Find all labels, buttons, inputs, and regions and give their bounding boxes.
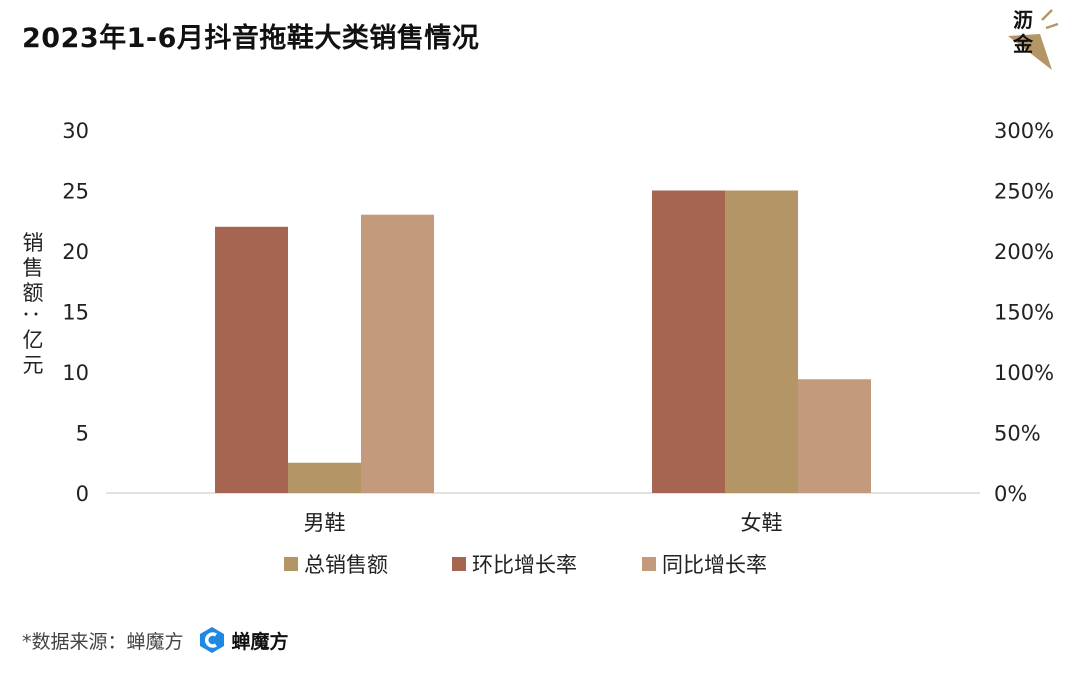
y-tick-label: 0: [76, 482, 89, 506]
y-axis-label: ：: [20, 309, 44, 329]
y2-tick-label: 150%: [994, 301, 1054, 325]
legend-swatch: [284, 557, 298, 571]
y-axis-label: 亿: [23, 328, 44, 352]
data-source: *数据来源：蝉魔方 蝉魔方: [22, 626, 289, 654]
bar: [361, 214, 434, 493]
lijin-logo: 沥金: [1008, 8, 1059, 70]
legend-label: 环比增长率: [472, 553, 577, 577]
x-tick-label: 女鞋: [741, 511, 783, 535]
brand-name: 蝉魔方: [231, 630, 289, 653]
y2-tick-label: 0%: [994, 482, 1027, 506]
y-tick-label: 30: [62, 119, 89, 143]
y-tick-label: 20: [62, 240, 89, 264]
chart-title: 2023年1-6月抖音拖鞋大类销售情况: [22, 23, 480, 54]
legend-label: 同比增长率: [662, 553, 767, 577]
y2-tick-label: 50%: [994, 422, 1041, 446]
source-label: *数据来源：蝉魔方: [22, 630, 184, 653]
bar-chart: 0510152025300%50%100%150%200%250%300%销售额…: [20, 119, 1054, 577]
y-axis-label: 元: [23, 353, 44, 377]
bar: [725, 190, 798, 493]
y-axis-label: 售: [23, 256, 44, 280]
bar: [652, 190, 725, 493]
logo-shape: [1008, 34, 1052, 70]
logo-ray: [1045, 22, 1059, 30]
legend-swatch: [642, 557, 656, 571]
y2-tick-label: 300%: [994, 119, 1054, 143]
logo-text: 沥: [1013, 8, 1033, 32]
y-tick-label: 5: [76, 422, 89, 446]
y2-tick-label: 250%: [994, 180, 1054, 204]
y-tick-label: 15: [62, 301, 89, 325]
chanmofang-icon: [199, 627, 224, 653]
y2-tick-label: 200%: [994, 240, 1054, 264]
bar: [798, 379, 871, 493]
y-tick-label: 10: [62, 361, 89, 385]
legend-label: 总销售额: [304, 553, 388, 577]
legend-swatch: [452, 557, 466, 571]
y-axis-label: 销: [23, 231, 44, 255]
y2-tick-label: 100%: [994, 361, 1054, 385]
logo-ray: [1041, 9, 1053, 21]
bar: [288, 462, 361, 493]
logo-text: 金: [1012, 32, 1034, 56]
y-axis-label: 额: [23, 281, 44, 305]
x-tick-label: 男鞋: [304, 511, 346, 535]
y-tick-label: 25: [62, 180, 89, 204]
brand-logo: 蝉魔方: [198, 626, 289, 654]
bar: [215, 226, 288, 494]
